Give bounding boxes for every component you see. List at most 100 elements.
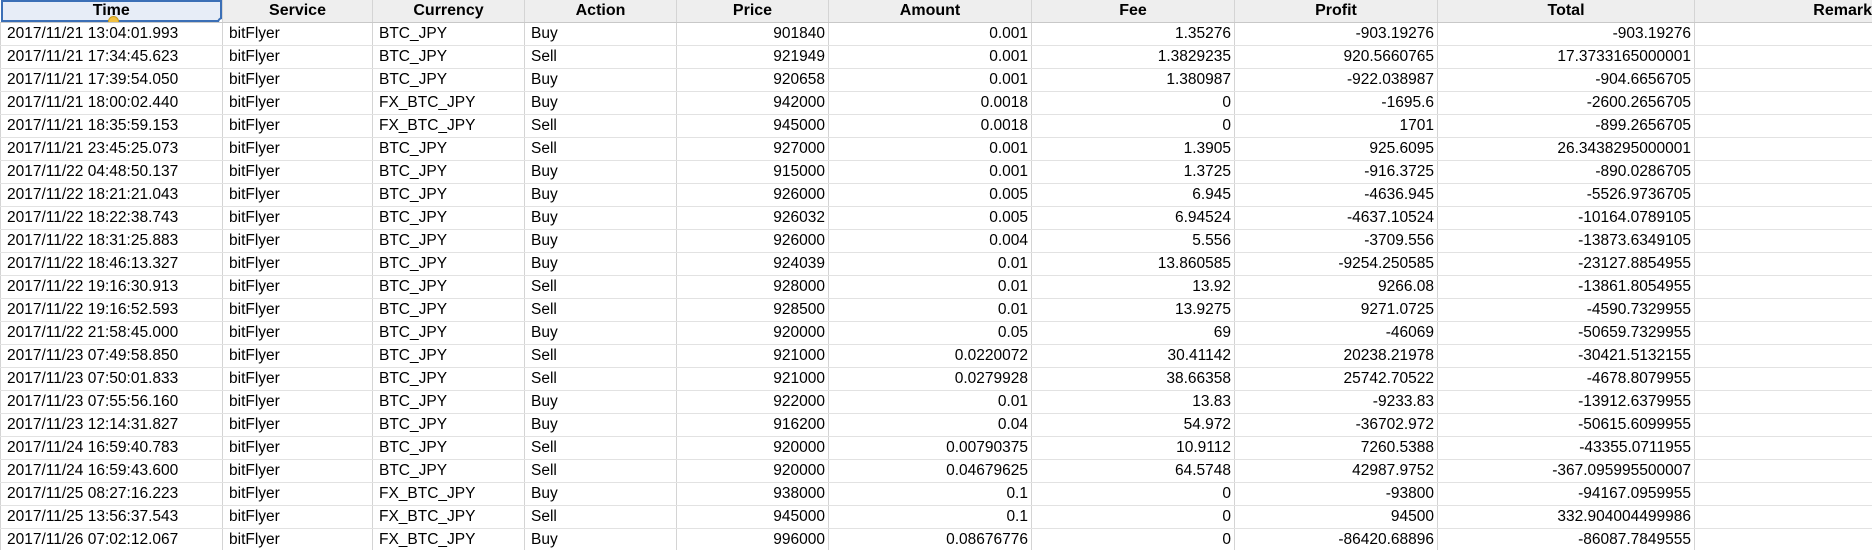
cell-price[interactable]: 927000 (676, 137, 829, 161)
cell-time[interactable]: 2017/11/23 12:14:31.827 (0, 413, 223, 437)
cell-service[interactable]: bitFlyer (222, 413, 373, 437)
cell-total[interactable]: -94167.0959955 (1437, 482, 1695, 506)
cell-price[interactable]: 901840 (676, 22, 829, 46)
cell-price[interactable]: 926000 (676, 229, 829, 253)
cell-time[interactable]: 2017/11/22 18:21:21.043 (0, 183, 223, 207)
column-header-service[interactable]: Service (222, 0, 373, 23)
cell-action[interactable]: Sell (524, 45, 677, 69)
table-row[interactable]: 2017/11/22 18:46:13.327 bitFlyer BTC_JPY Bu… (0, 252, 1872, 276)
cell-price[interactable]: 942000 (676, 91, 829, 115)
cell-time[interactable]: 2017/11/22 19:16:30.913 (0, 275, 223, 299)
cell-remark[interactable] (1694, 206, 1872, 230)
cell-amount[interactable]: 0.1 (828, 505, 1032, 529)
cell-profit[interactable]: 9266.08 (1234, 275, 1438, 299)
cell-remark[interactable] (1694, 45, 1872, 69)
cell-profit[interactable]: -86420.68896 (1234, 528, 1438, 550)
cell-currency[interactable]: BTC_JPY (372, 160, 525, 184)
cell-service[interactable]: bitFlyer (222, 436, 373, 460)
cell-profit[interactable]: -93800 (1234, 482, 1438, 506)
cell-fee[interactable]: 0 (1031, 91, 1235, 115)
cell-profit[interactable]: -4636.945 (1234, 183, 1438, 207)
cell-fee[interactable]: 1.3905 (1031, 137, 1235, 161)
cell-fee[interactable]: 5.556 (1031, 229, 1235, 253)
cell-fee[interactable]: 69 (1031, 321, 1235, 345)
cell-service[interactable]: bitFlyer (222, 206, 373, 230)
cell-service[interactable]: bitFlyer (222, 459, 373, 483)
cell-remark[interactable] (1694, 505, 1872, 529)
cell-price[interactable]: 920658 (676, 68, 829, 92)
cell-time[interactable]: 2017/11/21 18:00:02.440 (0, 91, 223, 115)
cell-time[interactable]: 2017/11/21 17:39:54.050 (0, 68, 223, 92)
column-header-time[interactable]: Time (0, 0, 223, 23)
cell-currency[interactable]: BTC_JPY (372, 436, 525, 460)
cell-fee[interactable]: 13.9275 (1031, 298, 1235, 322)
cell-currency[interactable]: BTC_JPY (372, 206, 525, 230)
table-row[interactable]: 2017/11/21 13:04:01.993 bitFlyer BTC_JPY Bu… (0, 22, 1872, 46)
selection-end-handle-icon[interactable] (217, 17, 222, 22)
cell-amount[interactable]: 0.04679625 (828, 459, 1032, 483)
cell-currency[interactable]: FX_BTC_JPY (372, 91, 525, 115)
cell-total[interactable]: -904.6656705 (1437, 68, 1695, 92)
cell-fee[interactable]: 38.66358 (1031, 367, 1235, 391)
table-row[interactable]: 2017/11/23 07:50:01.833 bitFlyer BTC_JPY Se… (0, 367, 1872, 391)
cell-fee[interactable]: 64.5748 (1031, 459, 1235, 483)
cell-currency[interactable]: BTC_JPY (372, 68, 525, 92)
cell-amount[interactable]: 0.004 (828, 229, 1032, 253)
cell-profit[interactable]: 1701 (1234, 114, 1438, 138)
cell-fee[interactable]: 1.3829235 (1031, 45, 1235, 69)
cell-amount[interactable]: 0.00790375 (828, 436, 1032, 460)
cell-currency[interactable]: BTC_JPY (372, 45, 525, 69)
cell-service[interactable]: bitFlyer (222, 22, 373, 46)
cell-price[interactable]: 928000 (676, 275, 829, 299)
cell-remark[interactable] (1694, 436, 1872, 460)
cell-currency[interactable]: BTC_JPY (372, 367, 525, 391)
cell-remark[interactable] (1694, 413, 1872, 437)
cell-remark[interactable] (1694, 275, 1872, 299)
cell-currency[interactable]: BTC_JPY (372, 275, 525, 299)
table-row[interactable]: 2017/11/22 19:16:52.593 bitFlyer BTC_JPY Se… (0, 298, 1872, 322)
cell-amount[interactable]: 0.001 (828, 160, 1032, 184)
cell-time[interactable]: 2017/11/21 23:45:25.073 (0, 137, 223, 161)
cell-price[interactable]: 996000 (676, 528, 829, 550)
cell-service[interactable]: bitFlyer (222, 114, 373, 138)
cell-service[interactable]: bitFlyer (222, 229, 373, 253)
cell-currency[interactable]: BTC_JPY (372, 252, 525, 276)
cell-action[interactable]: Buy (524, 206, 677, 230)
cell-fee[interactable]: 13.92 (1031, 275, 1235, 299)
table-row[interactable]: 2017/11/22 04:48:50.137 bitFlyer BTC_JPY Bu… (0, 160, 1872, 184)
cell-price[interactable]: 945000 (676, 505, 829, 529)
cell-currency[interactable]: FX_BTC_JPY (372, 528, 525, 550)
cell-action[interactable]: Buy (524, 528, 677, 550)
cell-fee[interactable]: 1.3725 (1031, 160, 1235, 184)
cell-remark[interactable] (1694, 91, 1872, 115)
cell-service[interactable]: bitFlyer (222, 505, 373, 529)
cell-action[interactable]: Sell (524, 367, 677, 391)
cell-profit[interactable]: -36702.972 (1234, 413, 1438, 437)
cell-total[interactable]: 332.904004499986 (1437, 505, 1695, 529)
cell-profit[interactable]: 25742.70522 (1234, 367, 1438, 391)
cell-action[interactable]: Sell (524, 505, 677, 529)
table-row[interactable]: 2017/11/21 23:45:25.073 bitFlyer BTC_JPY Se… (0, 137, 1872, 161)
cell-currency[interactable]: BTC_JPY (372, 183, 525, 207)
cell-price[interactable]: 945000 (676, 114, 829, 138)
cell-price[interactable]: 921000 (676, 367, 829, 391)
cell-service[interactable]: bitFlyer (222, 160, 373, 184)
cell-total[interactable]: -903.19276 (1437, 22, 1695, 46)
cell-service[interactable]: bitFlyer (222, 482, 373, 506)
cell-total[interactable]: -10164.0789105 (1437, 206, 1695, 230)
cell-fee[interactable]: 0 (1031, 505, 1235, 529)
cell-currency[interactable]: FX_BTC_JPY (372, 482, 525, 506)
cell-time[interactable]: 2017/11/23 07:49:58.850 (0, 344, 223, 368)
column-header-profit[interactable]: Profit (1234, 0, 1438, 23)
cell-service[interactable]: bitFlyer (222, 367, 373, 391)
cell-currency[interactable]: FX_BTC_JPY (372, 505, 525, 529)
cell-fee[interactable]: 30.41142 (1031, 344, 1235, 368)
cell-remark[interactable] (1694, 22, 1872, 46)
table-row[interactable]: 2017/11/21 18:00:02.440 bitFlyer FX_BTC_JP… (0, 91, 1872, 115)
cell-time[interactable]: 2017/11/22 18:22:38.743 (0, 206, 223, 230)
cell-profit[interactable]: -9254.250585 (1234, 252, 1438, 276)
cell-fee[interactable]: 6.945 (1031, 183, 1235, 207)
cell-amount[interactable]: 0.0018 (828, 114, 1032, 138)
cell-action[interactable]: Buy (524, 68, 677, 92)
